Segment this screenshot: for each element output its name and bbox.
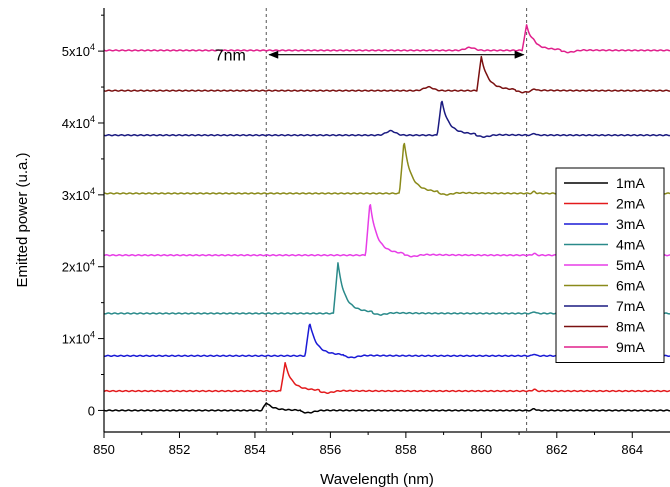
legend-label-6mA: 6mA — [616, 278, 645, 294]
axes-layer: 850 852 854 856 858 860 862 864 0 1x104 2x104 3x104… — [62, 8, 670, 457]
x-axis-title: Wavelength (nm) — [320, 471, 434, 487]
legend-label-3mA: 3mA — [616, 216, 645, 232]
x-tick-label: 860 — [470, 442, 492, 457]
y-tick-label: 3x104 — [62, 186, 95, 203]
legend-label-2mA: 2mA — [616, 196, 645, 212]
legend-label-4mA: 4mA — [616, 237, 645, 253]
series-line-7mA — [103, 100, 670, 139]
annotation-layer: 7nm — [215, 48, 525, 65]
y-tick-label: 5x104 — [62, 42, 95, 59]
series-line-2mA — [103, 361, 670, 395]
x-tick-label: 850 — [93, 442, 115, 457]
series-line-9mA — [103, 24, 670, 54]
y-tick-label: 4x104 — [62, 114, 95, 131]
y-tick-label: 1x104 — [62, 330, 95, 347]
x-tick-label: 854 — [244, 442, 266, 457]
legend-label-9mA: 9mA — [616, 339, 645, 355]
x-tick-label: 856 — [320, 442, 342, 457]
legend-label-5mA: 5mA — [616, 257, 645, 273]
legend-label-7mA: 7mA — [616, 298, 645, 314]
dashed-reference-lines — [265, 8, 528, 432]
x-tick-label: 864 — [621, 442, 643, 457]
y-tick-label: 2x104 — [62, 258, 95, 275]
series-line-8mA — [103, 55, 670, 94]
series-line-1mA — [103, 402, 670, 414]
legend-label-8mA: 8mA — [616, 319, 645, 335]
y-axis-title: Emitted power (u.a.) — [14, 152, 31, 287]
arrow-label: 7nm — [215, 48, 246, 65]
x-tick-label: 858 — [395, 442, 417, 457]
x-tick-label: 852 — [169, 442, 191, 457]
legend-label-1mA: 1mA — [616, 175, 645, 191]
y-tick-label: 0 — [88, 403, 95, 418]
x-tick-label: 862 — [546, 442, 568, 457]
legend: 1mA 2mA 3mA 4mA 5mA 6mA 7mA 8mA 9mA — [555, 167, 665, 363]
